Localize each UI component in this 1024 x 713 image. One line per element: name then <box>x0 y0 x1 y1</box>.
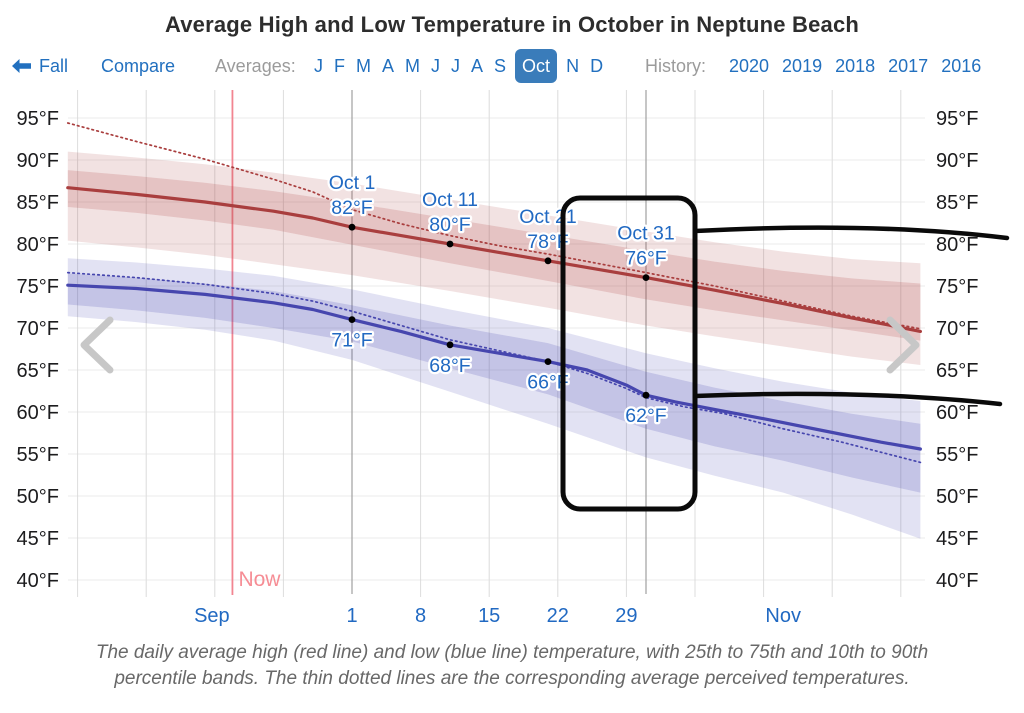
high-marker-temp-label: 82°F <box>331 197 372 219</box>
average-high-line <box>66 186 922 333</box>
y-axis-label-left: 55°F <box>17 444 59 466</box>
high-marker-date-label: Oct 21 <box>519 206 576 228</box>
y-axis-label-right: 60°F <box>936 402 978 424</box>
y-axis-label-right: 75°F <box>936 276 978 298</box>
y-axis-label-left: 90°F <box>17 150 59 172</box>
y-axis-label-left: 45°F <box>17 528 59 550</box>
high-marker-dot <box>544 257 552 265</box>
month-link-m[interactable]: M <box>356 56 371 76</box>
page-title: Average High and Low Temperature in Octo… <box>164 12 860 37</box>
y-axis-label-left: 95°F <box>17 108 59 130</box>
compare-link[interactable]: Compare <box>101 56 176 76</box>
annotation-box <box>560 195 698 512</box>
y-axis-label-right: 40°F <box>936 570 978 592</box>
low-marker-dot <box>348 316 356 323</box>
annotation-line <box>692 225 1010 241</box>
y-axis-label-right: 90°F <box>936 150 978 172</box>
month-link-j[interactable]: J <box>451 56 461 76</box>
low-marker-temp-label: 68°F <box>429 355 470 377</box>
average-low-band-10-90 <box>67 258 921 539</box>
month-link-d[interactable]: D <box>590 56 604 76</box>
y-axis-label-left: 75°F <box>17 276 59 298</box>
month-selector: J F M A M J J A S Oct N D <box>314 49 604 83</box>
history-label: History: <box>645 56 707 76</box>
y-axis-label-right: 70°F <box>936 318 978 340</box>
high-marker-date-label: Oct 11 <box>422 189 478 211</box>
year-link-2019[interactable]: 2019 <box>782 56 823 76</box>
x-axis-day-label: 22 <box>547 605 569 627</box>
y-axis-label-right: 95°F <box>936 108 978 130</box>
average-high-band-10-90 <box>67 151 921 365</box>
caption-line-2: percentile bands. The thin dotted lines … <box>114 668 910 689</box>
year-link-2018[interactable]: 2018 <box>835 56 876 76</box>
averages-label: Averages: <box>215 56 296 76</box>
low-marker-temp-label: 62°F <box>625 405 666 427</box>
x-axis-day-label: 15 <box>478 605 500 627</box>
y-axis-label-right: 85°F <box>936 192 978 214</box>
low-marker-dot <box>642 391 650 399</box>
back-arrow-icon <box>12 59 31 73</box>
y-axis-label-left: 85°F <box>17 192 59 214</box>
x-axis-day-label: 1 <box>346 605 357 627</box>
month-link-a[interactable]: A <box>382 56 395 76</box>
month-link-oct[interactable]: Oct <box>515 49 558 83</box>
high-marker-date-label: Oct 31 <box>617 223 674 245</box>
y-axis-label-right: 65°F <box>936 360 978 382</box>
high-marker-dot <box>348 223 356 231</box>
x-axis-day-label: 8 <box>415 605 426 627</box>
back-season-link[interactable]: Fall <box>10 51 68 81</box>
y-axis-label-left: 60°F <box>17 402 59 424</box>
month-link-f[interactable]: F <box>334 56 345 76</box>
y-axis-label-right: 55°F <box>936 444 978 466</box>
month-link-n[interactable]: N <box>566 56 580 76</box>
high-marker-temp-label: 76°F <box>625 248 666 270</box>
high-marker-dot <box>642 274 650 281</box>
average-low-band-25-75 <box>67 273 921 493</box>
next-chart-button[interactable] <box>886 316 920 374</box>
month-link-a[interactable]: A <box>471 56 484 76</box>
y-axis-label-left: 40°F <box>17 570 59 592</box>
annotation-line <box>692 391 1003 407</box>
year-link-2017[interactable]: 2017 <box>888 56 929 76</box>
chart-caption: The daily average high (red line) and lo… <box>0 640 1024 692</box>
high-marker-date-label: Oct 1 <box>329 172 376 194</box>
caption-line-1: The daily average high (red line) and lo… <box>95 642 929 663</box>
y-axis-label-left: 80°F <box>17 234 59 256</box>
year-link-2020[interactable]: 2020 <box>729 56 770 76</box>
y-axis-label-left: 70°F <box>17 318 59 340</box>
y-axis-label-right: 45°F <box>936 528 978 550</box>
high-marker-temp-label: 80°F <box>429 214 470 236</box>
year-link-2016[interactable]: 2016 <box>941 56 982 76</box>
month-link-m[interactable]: M <box>405 56 421 76</box>
x-axis-day-label: 29 <box>615 605 637 627</box>
low-marker-dot <box>446 341 454 349</box>
month-link-j[interactable]: J <box>314 56 323 76</box>
prev-chart-button[interactable] <box>80 316 114 374</box>
y-axis-label-left: 50°F <box>17 486 59 508</box>
month-link-s[interactable]: S <box>494 56 507 76</box>
high-marker-dot <box>446 240 454 248</box>
year-links: 2020 2019 2018 2017 2016 <box>729 51 981 81</box>
y-axis-label-right: 50°F <box>936 486 978 508</box>
x-axis-month-label: Nov <box>765 605 801 627</box>
now-label: Now <box>238 568 281 591</box>
toolbar: Fall Compare Averages: J F M A M J J A S Oct N D Hi… <box>0 49 1024 83</box>
x-axis-month-label: Sep <box>194 605 230 627</box>
month-link-j[interactable]: J <box>431 56 441 76</box>
low-marker-temp-label: 71°F <box>331 330 372 352</box>
low-marker-dot <box>544 358 552 365</box>
back-season-label: Fall <box>39 56 69 76</box>
y-axis-label-left: 65°F <box>17 360 59 382</box>
y-axis-label-right: 80°F <box>936 234 978 256</box>
